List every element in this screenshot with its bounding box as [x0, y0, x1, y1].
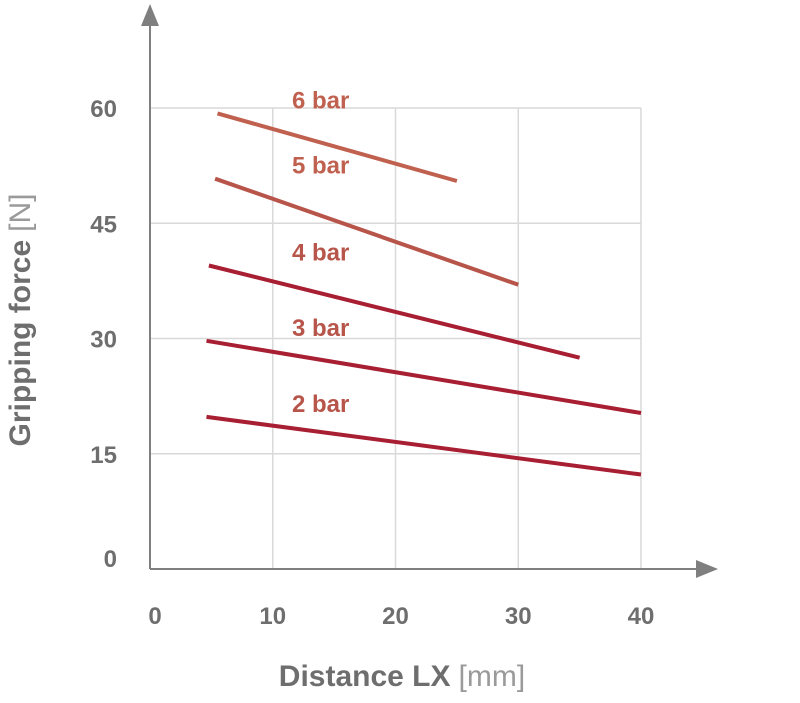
- x-axis-label: Distance LX [mm]: [279, 660, 525, 693]
- x-tick-label: 10: [259, 603, 286, 630]
- y-tick-label: 30: [90, 327, 117, 354]
- series-label: 3 bar: [292, 315, 349, 342]
- series-line-4-bar: [208, 263, 581, 360]
- series-line-3-bar: [206, 338, 642, 415]
- x-tick-label: 0: [148, 603, 161, 630]
- series-labels: 6 bar 5 bar 4 bar 3 bar 2 bar: [292, 87, 349, 417]
- grid: [150, 107, 642, 569]
- x-tick-label: 20: [382, 603, 409, 630]
- series-line-5-bar: [214, 176, 519, 287]
- series: [206, 111, 642, 477]
- x-tick-label: 40: [628, 603, 655, 630]
- axes: [141, 4, 718, 578]
- series-label: 6 bar: [292, 87, 349, 114]
- x-tick-label: 30: [505, 603, 532, 630]
- y-tick-label: 45: [90, 211, 117, 238]
- series-label: 5 bar: [292, 153, 349, 180]
- series-label: 2 bar: [292, 391, 349, 418]
- y-tick-label: 15: [90, 442, 117, 469]
- series-line-6-bar: [216, 111, 458, 183]
- series-line-2-bar: [206, 414, 642, 477]
- series-label: 4 bar: [292, 240, 349, 267]
- y-tick-label: 0: [104, 546, 117, 573]
- y-axis-arrow: [141, 4, 159, 26]
- y-axis-label: Gripping force[N]: [4, 193, 37, 446]
- tick-labels: 0 10 20 30 40 0 15 30 45 60: [90, 96, 654, 630]
- y-tick-label: 60: [90, 96, 117, 123]
- x-axis-arrow: [696, 560, 718, 578]
